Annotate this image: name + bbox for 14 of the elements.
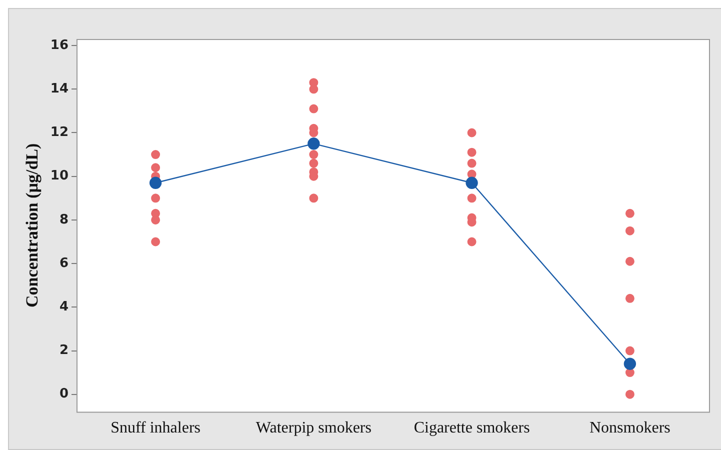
x-tick-label: Cigarette smokers (414, 420, 530, 437)
x-tick-label: Waterpip smokers (256, 420, 372, 437)
x-tick-label: Snuff inhalers (110, 420, 201, 437)
y-tick-label: 0 (59, 386, 68, 402)
y-tick-label: 14 (50, 82, 68, 97)
y-tick-label: 10 (50, 168, 68, 184)
y-tick-label: 6 (59, 256, 68, 271)
y-tick-label: 12 (50, 125, 68, 140)
y-tick-label: 2 (59, 343, 68, 358)
y-tick-label: 4 (59, 300, 68, 315)
x-tick-label: Nonsmokers (589, 420, 670, 437)
y-axis-title: Concentration (µg/dL) (22, 143, 42, 308)
y-tick-label: 16 (50, 38, 68, 53)
y-tick-label: 8 (59, 212, 68, 228)
